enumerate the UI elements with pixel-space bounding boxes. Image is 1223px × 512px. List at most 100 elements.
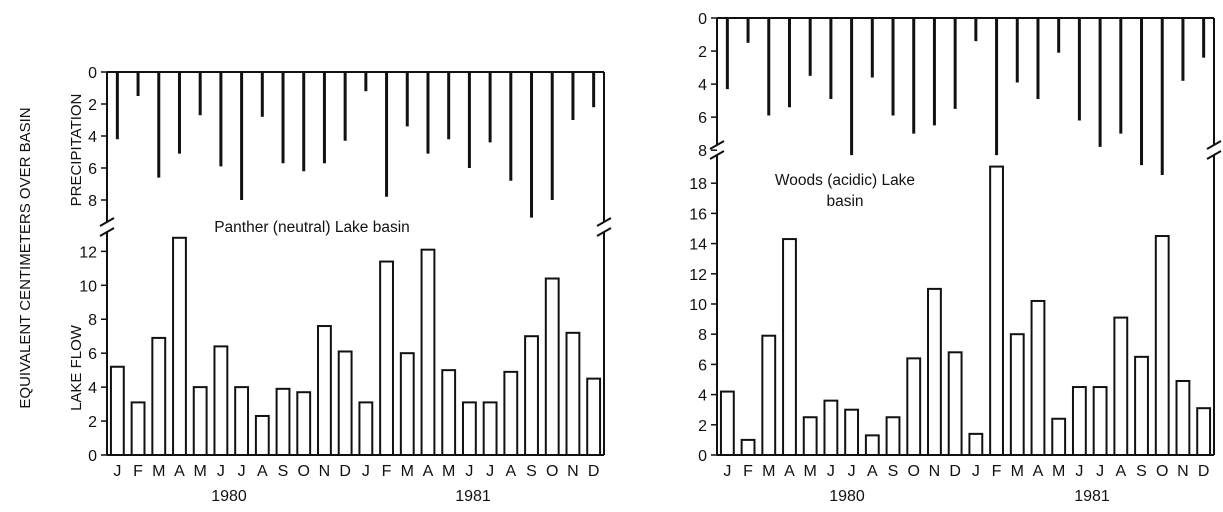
month-tick-label: O (298, 463, 310, 480)
flow-bar (927, 287, 942, 456)
axis-break-mark (99, 227, 115, 237)
flow-bar (761, 334, 777, 457)
flow-bar (503, 370, 519, 456)
precip-axis-label: PRECIPITATION (68, 94, 85, 207)
flow-bar (1175, 380, 1191, 456)
year-label: 1980 (829, 488, 865, 505)
axis-break-mark (596, 227, 612, 237)
month-tick-label: A (1033, 463, 1044, 480)
precip-tick-label: 6 (698, 110, 707, 127)
flow-bar (296, 391, 312, 457)
axes-frame (709, 17, 1222, 456)
flow-bar (482, 401, 498, 457)
month-tick-label: A (505, 463, 516, 480)
axis-break-mark (1206, 150, 1222, 160)
flow-bar (1051, 417, 1067, 456)
month-tick-label: S (1136, 463, 1147, 480)
flow-tick-label: 2 (88, 414, 97, 431)
year-label: 1980 (211, 488, 247, 505)
month-tick-label: A (174, 463, 185, 480)
month-tick-label: O (546, 463, 558, 480)
month-tick-label: M (401, 463, 414, 480)
flow-bar (885, 416, 901, 456)
month-tick-label: J (1075, 463, 1083, 480)
precip-tick-label: 6 (88, 161, 97, 178)
axis-break-mark (1206, 140, 1222, 150)
month-tick-label: O (908, 463, 920, 480)
month-tick-label: F (382, 463, 392, 480)
year-label: 1981 (455, 488, 491, 505)
month-tick-label: A (257, 463, 268, 480)
chart-title: Panther (neutral) Lake basin (214, 219, 410, 236)
flow-bar (130, 401, 146, 457)
flow-bar (420, 248, 436, 456)
month-tick-label: S (278, 463, 289, 480)
month-tick-label: S (526, 463, 537, 480)
month-tick-label: M (804, 463, 817, 480)
flow-bar (317, 325, 332, 456)
month-tick-label: D (588, 463, 600, 480)
month-tick-label: N (1177, 463, 1189, 480)
flow-bar (379, 260, 394, 456)
month-tick-label: M (442, 463, 455, 480)
precip-tick-label: 4 (88, 129, 97, 146)
month-tick-label: J (113, 463, 121, 480)
shared-y-axis-label: EQUIVALENT CENTIMETERS OVER BASIN (17, 107, 34, 408)
flow-bar (192, 386, 208, 456)
flow-tick-label: 12 (79, 244, 97, 261)
precip-tick-label: 4 (698, 77, 707, 94)
flow-bar (1009, 333, 1025, 457)
flow-bar (565, 331, 581, 456)
axis-break-mark (709, 140, 725, 150)
flow-bar (234, 386, 250, 456)
month-tick-label: A (867, 463, 878, 480)
flow-bar (947, 351, 963, 457)
flow-bar (1092, 386, 1108, 456)
flow-bar (1154, 235, 1170, 456)
month-tick-label: N (929, 463, 941, 480)
flow-tick-label: 6 (698, 357, 707, 374)
month-tick-label: J (848, 463, 856, 480)
flow-tick-label: 18 (689, 176, 707, 193)
flow-tick-label: 8 (88, 312, 97, 329)
flow-bar (1196, 407, 1212, 456)
month-tick-label: D (1198, 463, 1210, 480)
flow-bar (275, 387, 291, 456)
flow-bar (844, 408, 860, 456)
flow-tick-label: 8 (698, 327, 707, 344)
month-tick-label: D (339, 463, 351, 480)
year-label: 1981 (1074, 488, 1110, 505)
month-tick-label: N (319, 463, 331, 480)
chart-title: Woods (acidic) Lake (775, 172, 915, 189)
flow-tick-label: 0 (698, 448, 707, 465)
month-tick-label: F (992, 463, 1002, 480)
flow-bar (213, 345, 229, 457)
month-tick-label: A (423, 463, 434, 480)
month-tick-label: D (949, 463, 961, 480)
month-tick-label: A (784, 463, 795, 480)
month-tick-label: J (827, 463, 835, 480)
month-tick-label: M (194, 463, 207, 480)
flow-bar (544, 277, 560, 456)
month-tick-label: J (486, 463, 494, 480)
month-tick-label: J (1096, 463, 1104, 480)
flow-bar (782, 238, 797, 456)
month-tick-label: F (133, 463, 143, 480)
month-tick-label: M (1052, 463, 1065, 480)
month-tick-label: J (238, 463, 246, 480)
month-tick-label: J (362, 463, 370, 480)
precip-tick-label: 8 (88, 193, 97, 210)
axis-break-mark (99, 217, 115, 227)
flow-bar (1030, 299, 1046, 456)
axis-break-mark (709, 150, 725, 160)
flow-bar (524, 335, 539, 457)
flow-bar (823, 399, 839, 456)
flow-bar (864, 434, 880, 456)
flow-tick-label: 0 (88, 448, 97, 465)
flow-bar (1134, 355, 1149, 457)
month-tick-label: A (1115, 463, 1126, 480)
flow-bar (906, 357, 922, 457)
month-tick-label: J (723, 463, 731, 480)
flow-bar (254, 414, 270, 456)
